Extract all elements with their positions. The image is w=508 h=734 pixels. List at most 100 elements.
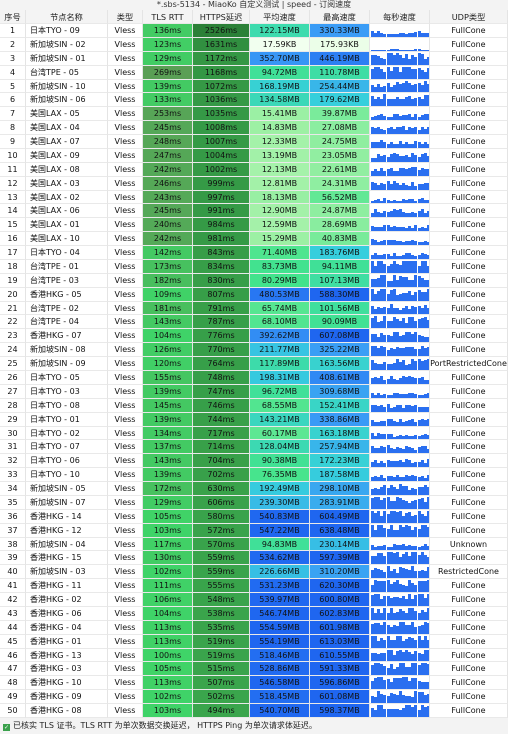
sparkline-bar <box>386 595 390 606</box>
sparkline-bar <box>386 625 390 634</box>
sparkline-bar <box>402 663 405 676</box>
sparkline-bar <box>426 694 429 704</box>
sparkline-bar <box>371 696 374 704</box>
sparkline-bar <box>380 652 384 662</box>
sparkline-bar <box>374 99 378 107</box>
sparkline-bar <box>377 476 381 482</box>
max-speed: 179.62MB <box>310 93 370 108</box>
sparkline-bar <box>377 184 381 190</box>
sparkline-bar <box>402 695 405 704</box>
sparkline-bar <box>414 114 418 121</box>
sparkline-bar <box>398 49 402 51</box>
sparkline-bar <box>371 69 374 79</box>
sparkline-bar <box>411 280 415 287</box>
sparkline-bar <box>389 142 393 148</box>
tls-rtt: 105ms <box>143 509 193 524</box>
sparkline-bar <box>389 663 393 676</box>
sparkline-bar <box>386 169 390 176</box>
https-latency: 776ms <box>193 329 250 344</box>
sparkline-bar <box>423 199 427 204</box>
avg-speed: 80.29MB <box>250 273 310 288</box>
sparkline-bar <box>426 546 429 551</box>
sparkline-bar <box>417 266 421 273</box>
sparkline-bar <box>383 307 387 315</box>
sparkline-bar <box>423 706 427 717</box>
sparkline-bar <box>408 705 412 717</box>
sparkline-bar <box>417 117 421 121</box>
sparkline-bar <box>374 475 378 482</box>
sparkline-bar <box>420 394 424 398</box>
sparkline-bar <box>395 709 399 717</box>
index: 6 <box>0 93 26 108</box>
node-name: 美国LAX - 01 <box>26 218 108 233</box>
sparkline-bar <box>371 49 374 51</box>
speed-sparkline <box>370 412 430 427</box>
sparkline-bar <box>389 552 393 565</box>
sparkline-bar <box>405 49 409 51</box>
sparkline-bar <box>414 332 418 343</box>
max-speed: 28.69MB <box>310 218 370 233</box>
index: 49 <box>0 690 26 705</box>
sparkline-bar <box>398 663 402 676</box>
sparkline-bar <box>377 127 381 135</box>
sparkline-bar <box>408 364 412 370</box>
max-speed: 325.22MB <box>310 343 370 358</box>
sparkline-bar <box>398 294 402 301</box>
sparkline-bar <box>420 552 424 565</box>
sparkline-bar <box>383 225 387 232</box>
sparkline-bar <box>374 460 378 468</box>
sparkline-bar <box>398 418 402 426</box>
sparkline-bar <box>423 649 427 662</box>
sparkline-bar <box>405 405 409 412</box>
sparkline-bar <box>411 552 415 565</box>
speed-sparkline <box>370 357 430 371</box>
protocol: Vless <box>108 343 143 358</box>
sparkline-bar <box>423 152 427 162</box>
sparkline-bar <box>408 113 412 121</box>
sparkline-bar <box>380 260 384 273</box>
sparkline-bar <box>389 126 393 135</box>
sparkline-bar <box>392 33 396 37</box>
sparkline-bar <box>420 260 424 273</box>
sparkline-bar <box>371 461 374 468</box>
sparkline-bar <box>386 488 390 495</box>
sparkline-bar <box>426 566 429 579</box>
sparkline-bar <box>395 240 399 246</box>
speed-sparkline <box>370 509 430 524</box>
sparkline-bar <box>386 612 390 620</box>
sparkline-bar <box>398 459 402 468</box>
sparkline-bar <box>377 447 381 454</box>
node-name: 日本TYO - 02 <box>26 426 108 441</box>
sparkline-bar <box>423 58 427 65</box>
sparkline-bar <box>420 143 424 148</box>
sparkline-bar <box>423 213 427 218</box>
sparkline-bar <box>423 347 427 357</box>
sparkline-bar <box>405 130 409 135</box>
sparkline-bar <box>420 705 424 717</box>
node-name: 新加坡SIN - 10 <box>26 79 108 94</box>
max-speed: 24.87MB <box>310 204 370 219</box>
sparkline-bar <box>402 212 405 218</box>
sparkline-bar <box>417 198 421 204</box>
index: 45 <box>0 634 26 649</box>
max-speed: 600.80MB <box>310 593 370 607</box>
sparkline-bar <box>380 598 384 606</box>
https-latency: 999ms <box>193 176 250 191</box>
node-name: 香港HKG - 11 <box>26 579 108 594</box>
node-name: 日本TYO - 07 <box>26 440 108 455</box>
sparkline-bar <box>408 446 412 454</box>
sparkline-bar <box>374 316 378 329</box>
sparkline-bar <box>398 255 402 259</box>
avg-speed: 117.89MB <box>250 357 310 371</box>
max-speed: 298.10MB <box>310 482 370 496</box>
sparkline-bar <box>402 360 405 370</box>
sparkline-bar <box>408 651 412 662</box>
sparkline-bar <box>417 52 421 65</box>
sparkline-bar <box>398 556 402 565</box>
sparkline-bar <box>398 200 402 204</box>
sparkline-bar <box>411 55 415 65</box>
avg-speed: 168.19MB <box>250 79 310 94</box>
sparkline-bar <box>386 212 390 218</box>
udp-type: Unknown <box>430 537 508 552</box>
sparkline-bar <box>398 309 402 315</box>
